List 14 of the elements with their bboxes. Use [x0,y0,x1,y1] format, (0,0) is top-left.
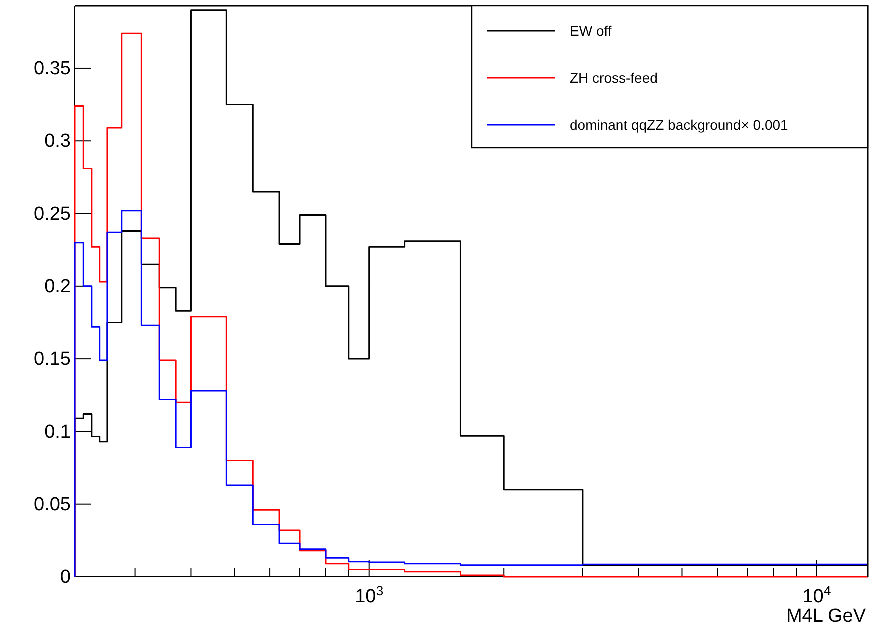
x-tick-label: 10$^{4}$ [802,582,832,608]
y-tick-label: 0.1 [44,422,71,443]
y-tick-label: 0.05 [34,494,71,516]
y-tick-label: 0 [60,567,71,588]
y-tick-label: 0.3 [44,131,71,152]
legend-label: dominant qqZZ background× 0.001 [570,117,789,133]
x-axis-title: M4L GeV [786,606,866,627]
y-tick-label: 0.25 [34,204,71,225]
y-tick-label: 0.2 [44,276,71,298]
y-tick-label: 0.15 [34,349,71,370]
legend-label: EW off [570,23,612,39]
legend-label: ZH cross-feed [570,70,658,86]
y-tick-label: 0.35 [34,58,71,80]
x-tick-label: 10$^{3}$ [355,582,384,608]
